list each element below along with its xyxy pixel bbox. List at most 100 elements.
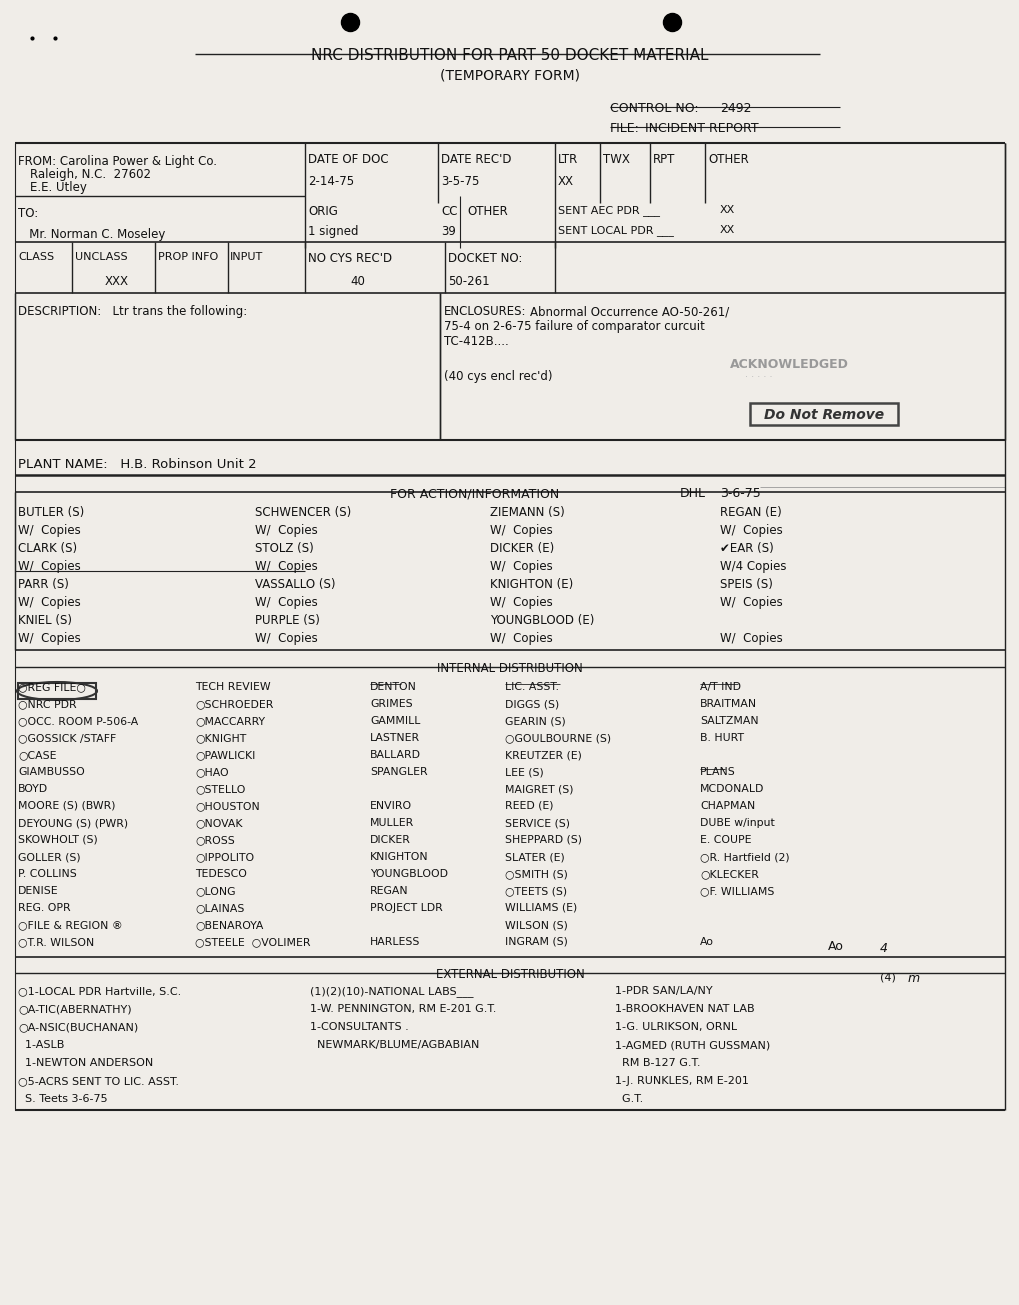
Text: REED (E): REED (E) (504, 801, 553, 810)
Text: ○HAO: ○HAO (195, 767, 228, 776)
Text: MCDONALD: MCDONALD (699, 784, 763, 793)
Text: CHAPMAN: CHAPMAN (699, 801, 754, 810)
Text: INCIDENT REPORT: INCIDENT REPORT (644, 121, 758, 134)
Text: 1-BROOKHAVEN NAT LAB: 1-BROOKHAVEN NAT LAB (614, 1004, 754, 1014)
Text: W/  Copies: W/ Copies (18, 596, 81, 609)
Text: B. HURT: B. HURT (699, 733, 743, 743)
Text: RM B-127 G.T.: RM B-127 G.T. (614, 1058, 700, 1067)
Text: LASTNER: LASTNER (370, 733, 420, 743)
Text: W/  Copies: W/ Copies (255, 560, 318, 573)
Text: W/  Copies: W/ Copies (489, 525, 552, 536)
Text: (4): (4) (879, 972, 895, 981)
Text: 3-6-75: 3-6-75 (719, 487, 760, 500)
Text: LTR: LTR (557, 153, 578, 166)
Text: DICKER: DICKER (370, 835, 411, 846)
Text: XXX: XXX (105, 275, 128, 288)
Text: S. Teets 3-6-75: S. Teets 3-6-75 (18, 1094, 108, 1104)
Text: PARR (S): PARR (S) (18, 578, 69, 591)
Text: STOLZ (S): STOLZ (S) (255, 542, 314, 555)
Text: 1-G. ULRIKSON, ORNL: 1-G. ULRIKSON, ORNL (614, 1022, 737, 1032)
Text: 75-4 on 2-6-75 failure of comparator curcuit: 75-4 on 2-6-75 failure of comparator cur… (443, 320, 704, 333)
Text: KNIGHTON: KNIGHTON (370, 852, 428, 863)
Text: GIAMBUSSO: GIAMBUSSO (18, 767, 85, 776)
Text: DATE OF DOC: DATE OF DOC (308, 153, 388, 166)
Text: ○BENAROYA: ○BENAROYA (195, 920, 263, 930)
Text: YOUNGBLOOD: YOUNGBLOOD (370, 869, 447, 880)
Text: OTHER: OTHER (467, 205, 507, 218)
Text: ○GOULBOURNE (S): ○GOULBOURNE (S) (504, 733, 610, 743)
Text: W/  Copies: W/ Copies (255, 525, 318, 536)
Text: SPEIS (S): SPEIS (S) (719, 578, 772, 591)
Text: SLATER (E): SLATER (E) (504, 852, 565, 863)
Text: REG. OPR: REG. OPR (18, 903, 70, 914)
Text: FROM: Carolina Power & Light Co.: FROM: Carolina Power & Light Co. (18, 155, 217, 168)
Text: INPUT: INPUT (229, 252, 263, 262)
Text: ○F. WILLIAMS: ○F. WILLIAMS (699, 886, 773, 897)
Text: CLASS: CLASS (18, 252, 54, 262)
Text: (TEMPORARY FORM): (TEMPORARY FORM) (439, 68, 580, 82)
Text: CC: CC (440, 205, 458, 218)
Text: ○OCC. ROOM P-506-A: ○OCC. ROOM P-506-A (18, 716, 139, 726)
Text: REGAN (E): REGAN (E) (719, 506, 781, 519)
Text: YOUNGBLOOD (E): YOUNGBLOOD (E) (489, 613, 594, 626)
Text: G.T.: G.T. (614, 1094, 643, 1104)
Text: PROJECT LDR: PROJECT LDR (370, 903, 442, 914)
Text: XX: XX (557, 175, 574, 188)
Text: GEARIN (S): GEARIN (S) (504, 716, 566, 726)
Text: RPT: RPT (652, 153, 675, 166)
Text: DUBE w/input: DUBE w/input (699, 818, 774, 827)
Text: ○LONG: ○LONG (195, 886, 235, 897)
Text: BALLARD: BALLARD (370, 750, 421, 760)
Text: 1-NEWTON ANDERSON: 1-NEWTON ANDERSON (18, 1058, 153, 1067)
Text: ENVIRO: ENVIRO (370, 801, 412, 810)
Text: (40 cys encl rec'd): (40 cys encl rec'd) (443, 371, 552, 382)
Text: 40: 40 (350, 275, 365, 288)
Text: W/  Copies: W/ Copies (489, 560, 552, 573)
Text: SPANGLER: SPANGLER (370, 767, 427, 776)
Text: Raleigh, N.C.  27602: Raleigh, N.C. 27602 (30, 168, 151, 181)
Text: TECH REVIEW: TECH REVIEW (195, 683, 270, 692)
Text: 1-J. RUNKLES, RM E-201: 1-J. RUNKLES, RM E-201 (614, 1077, 748, 1086)
Text: MAIGRET (S): MAIGRET (S) (504, 784, 573, 793)
Text: ORIG: ORIG (308, 205, 337, 218)
Text: KNIEL (S): KNIEL (S) (18, 613, 72, 626)
Text: DESCRIPTION:   Ltr trans the following:: DESCRIPTION: Ltr trans the following: (18, 305, 247, 318)
Text: PROP INFO: PROP INFO (158, 252, 218, 262)
Text: 1-W. PENNINGTON, RM E-201 G.T.: 1-W. PENNINGTON, RM E-201 G.T. (310, 1004, 496, 1014)
Text: 1-AGMED (RUTH GUSSMAN): 1-AGMED (RUTH GUSSMAN) (614, 1040, 769, 1051)
Text: ○KLECKER: ○KLECKER (699, 869, 758, 880)
Text: ○KNIGHT: ○KNIGHT (195, 733, 246, 743)
Text: P. COLLINS: P. COLLINS (18, 869, 76, 880)
Text: 2-14-75: 2-14-75 (308, 175, 354, 188)
Text: W/4 Copies: W/4 Copies (719, 560, 786, 573)
Text: ○STELLO: ○STELLO (195, 784, 246, 793)
Text: 3-5-75: 3-5-75 (440, 175, 479, 188)
Text: 4: 4 (879, 942, 888, 955)
Text: SENT LOCAL PDR ___: SENT LOCAL PDR ___ (557, 224, 674, 236)
Text: 1 signed: 1 signed (308, 224, 358, 238)
Text: NEWMARK/BLUME/AGBABIAN: NEWMARK/BLUME/AGBABIAN (310, 1040, 479, 1051)
Text: W/  Copies: W/ Copies (18, 525, 81, 536)
Text: SKOWHOLT (S): SKOWHOLT (S) (18, 835, 98, 846)
Text: BOYD: BOYD (18, 784, 48, 793)
Text: TEDESCO: TEDESCO (195, 869, 247, 880)
Text: CONTROL NO:: CONTROL NO: (609, 102, 698, 115)
Text: DEYOUNG (S) (PWR): DEYOUNG (S) (PWR) (18, 818, 128, 827)
Text: Ao: Ao (699, 937, 713, 947)
Bar (18, 683, 96, 699)
Text: Do Not Remove: Do Not Remove (763, 408, 883, 422)
Text: FILE:: FILE: (609, 121, 639, 134)
Text: W/  Copies: W/ Copies (489, 596, 552, 609)
Text: NO CYS REC'D: NO CYS REC'D (308, 252, 391, 265)
Text: W/  Copies: W/ Copies (719, 525, 782, 536)
Text: OTHER: OTHER (707, 153, 748, 166)
Text: VASSALLO (S): VASSALLO (S) (255, 578, 335, 591)
Text: DENISE: DENISE (18, 886, 58, 897)
Text: Abnormal Occurrence AO-50-261/: Abnormal Occurrence AO-50-261/ (530, 305, 729, 318)
Text: W/  Copies: W/ Copies (255, 632, 318, 645)
Text: WILSON (S): WILSON (S) (504, 920, 568, 930)
Text: ACKNOWLEDGED: ACKNOWLEDGED (730, 358, 848, 371)
Text: NRC DISTRIBUTION FOR PART 50 DOCKET MATERIAL: NRC DISTRIBUTION FOR PART 50 DOCKET MATE… (311, 48, 708, 63)
Text: SHEPPARD (S): SHEPPARD (S) (504, 835, 582, 846)
Text: BUTLER (S): BUTLER (S) (18, 506, 85, 519)
